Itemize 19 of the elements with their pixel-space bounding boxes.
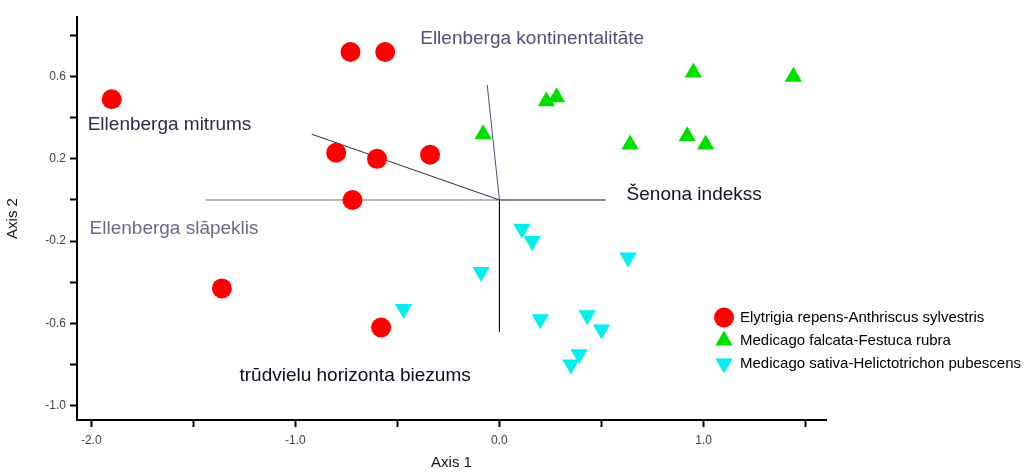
y-tick-label: -0.6 (45, 315, 67, 330)
x-tick-label: 1.0 (695, 432, 713, 447)
legend-label: Elytrigia repens-Anthriscus sylvestris (740, 307, 985, 325)
y-tick-label: 0.6 (49, 68, 67, 83)
x-tick-label: 0.0 (491, 432, 509, 447)
series-label: Šenona indekss (626, 183, 762, 205)
y-tick-label: 0.2 (49, 151, 67, 166)
series-label: Ellenberga slāpeklis (89, 217, 259, 239)
x-tick-label: -1.0 (285, 432, 307, 447)
x-axis-title: Axis 1 (431, 453, 472, 471)
text: Ellenberga mitrums (87, 113, 252, 135)
x-tick-label: -2.0 (80, 432, 102, 447)
y-tick-label: -0.2 (45, 233, 67, 248)
text: trūdvielu horizonta biezums (239, 363, 471, 385)
y-axis-title: Axis 2 (3, 198, 21, 239)
legend-label: Medicago falcata-Festuca rubra (740, 330, 952, 348)
text: Ellenberga kontinentalitāte (420, 27, 645, 49)
legend-label: Medicago sativa-Helictotrichon pubescens (740, 353, 1022, 371)
y-tick-label: -1.0 (45, 397, 67, 412)
